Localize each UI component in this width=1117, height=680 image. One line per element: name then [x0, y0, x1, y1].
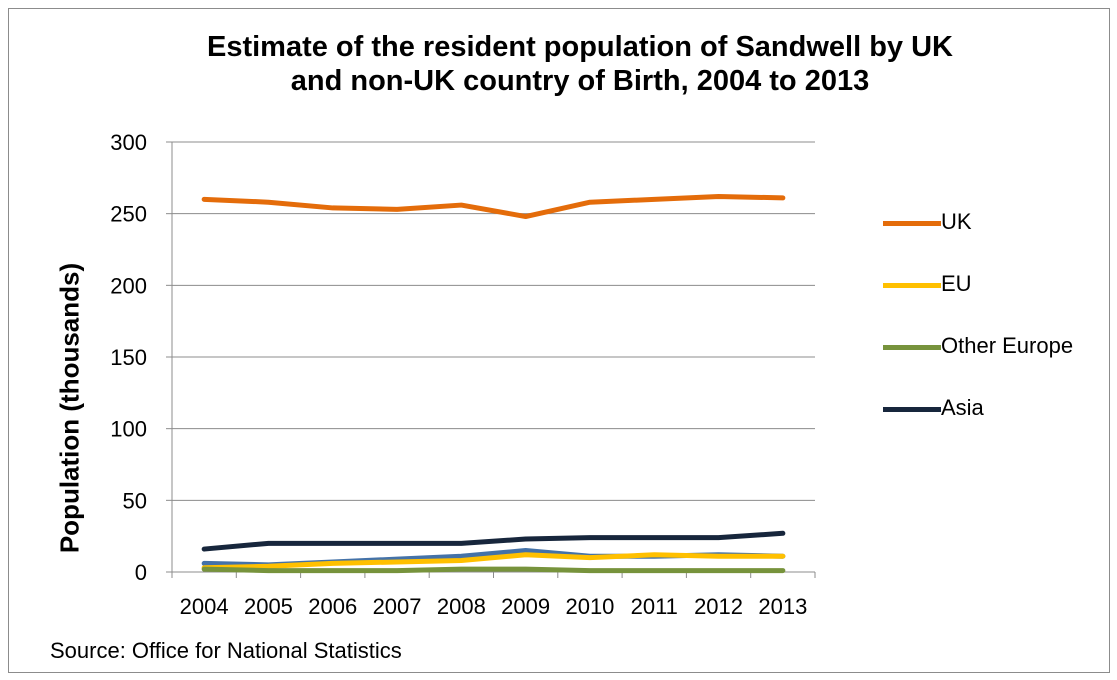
chart-title: Estimate of the resident population of S… — [120, 30, 1040, 98]
x-tick-label: 2009 — [501, 594, 550, 619]
legend-label: EU — [941, 271, 972, 296]
x-tick-label: 2010 — [565, 594, 614, 619]
y-tick-label: 0 — [135, 560, 147, 585]
x-tick-label: 2013 — [758, 594, 807, 619]
x-tick-label: 2004 — [180, 594, 229, 619]
x-tick-label: 2006 — [308, 594, 357, 619]
chart-title-line2: and non-UK country of Birth, 2004 to 201… — [290, 65, 870, 97]
legend-swatch — [883, 283, 941, 288]
series-line-other-europe — [201, 566, 786, 574]
legend-label: Other Europe — [941, 333, 1074, 358]
y-tick-label: 50 — [123, 488, 147, 513]
x-tick-label: 2012 — [694, 594, 743, 619]
source-note: Source: Office for National Statistics — [50, 638, 402, 663]
legend-swatch — [883, 345, 941, 350]
chart-frame — [8, 8, 1110, 673]
y-tick-label: 100 — [110, 417, 147, 442]
x-tick-label: 2005 — [244, 594, 293, 619]
series-line-uk — [201, 193, 786, 220]
legend-label: Asia — [941, 395, 984, 420]
series-line-asia — [201, 530, 786, 552]
legend-swatch — [883, 407, 941, 412]
y-tick-label: 200 — [110, 273, 147, 298]
y-tick-label: 250 — [110, 202, 147, 227]
y-tick-label: 150 — [110, 345, 147, 370]
legend-label: UK — [941, 209, 972, 234]
legend-swatch — [883, 221, 941, 226]
chart-title-line1: Estimate of the resident population of S… — [206, 31, 953, 63]
y-tick-label: 300 — [110, 130, 147, 155]
series-line-eu — [201, 552, 786, 571]
x-tick-label: 2007 — [373, 594, 422, 619]
x-tick-label: 2008 — [437, 594, 486, 619]
x-tick-label: 2011 — [631, 594, 678, 619]
